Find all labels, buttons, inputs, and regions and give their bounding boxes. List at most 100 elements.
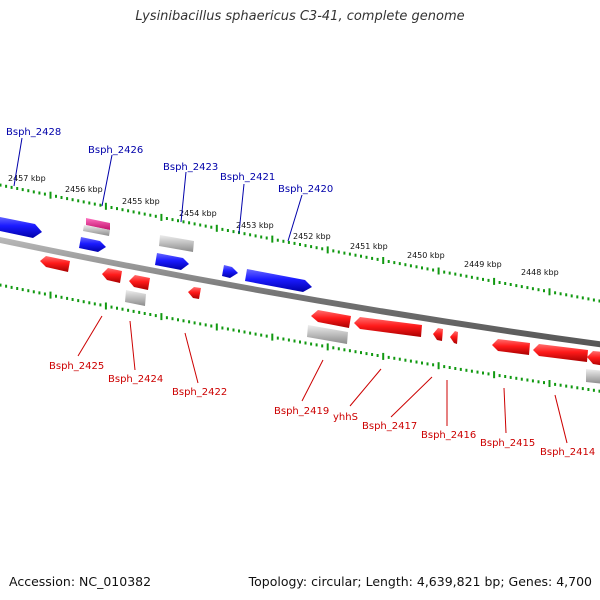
ruler-minor-tick [304,341,307,345]
gene-bsph-2423[interactable] [155,253,189,270]
ruler-minor-tick [132,210,135,214]
leader-line [129,320,136,371]
ruler-major-tick [548,380,551,387]
kbp-label: 2452 kbp [293,232,331,241]
label-bsph-2419[interactable]: Bsph_2419 [274,406,329,417]
kbp-label: 2448 kbp [521,268,559,277]
ruler-minor-tick [576,295,579,299]
ruler-minor-tick [415,360,418,364]
ruler-minor-tick [254,234,257,238]
gene-bsph-2424[interactable] [102,268,122,283]
leader-line [77,315,103,357]
ruler-minor-tick [343,348,346,352]
ruler-minor-tick [121,208,124,212]
gene-bsph-2426[interactable] [79,237,106,252]
ruler-minor-tick [188,221,191,225]
ruler-minor-tick [254,332,257,336]
ruler-minor-tick [16,187,19,190]
ruler-minor-tick [415,265,418,269]
ruler-minor-tick [348,349,351,353]
ruler-minor-tick [243,330,246,334]
ruler-minor-tick [55,294,57,298]
label-bsph-2424[interactable]: Bsph_2424 [108,374,163,385]
ruler-major-tick [160,313,163,321]
label-bsph-2416[interactable]: Bsph_2416 [421,430,476,441]
ruler-minor-tick [554,291,557,295]
gene-bsph-2414[interactable] [533,344,588,362]
ruler-minor-tick [10,285,13,289]
pseudogene-feature[interactable] [159,235,194,252]
label-bsph-2417[interactable]: Bsph_2417 [362,421,417,432]
leader-line [180,171,187,223]
gene-bsph-2417[interactable] [433,328,443,341]
label-bsph-2421[interactable]: Bsph_2421 [220,172,275,183]
label-bsph-2420[interactable]: Bsph_2420 [278,184,333,195]
ruler-minor-tick [265,236,268,240]
gene-bsph-2415[interactable] [492,339,530,355]
ruler-major-tick [493,371,496,379]
gene-bsph-2424b[interactable] [129,275,150,290]
gene-bsph-2420[interactable] [245,269,312,292]
ruler-minor-tick [526,286,529,290]
ruler-minor-tick [82,200,85,204]
ruler-minor-tick [371,256,374,260]
ruler-minor-tick [498,374,501,378]
ruler-major-tick [548,288,551,296]
gene-yhhs[interactable] [354,317,422,337]
ruler-minor-tick [354,253,357,257]
ruler-minor-tick [243,232,246,236]
ruler-minor-tick [93,302,96,306]
ruler-minor-tick [99,203,102,207]
ruler-minor-tick [88,301,91,305]
gene-bsph-2419[interactable] [311,310,351,328]
label-bsph-2428[interactable]: Bsph_2428 [6,127,61,138]
label-bsph-2423[interactable]: Bsph_2423 [163,162,218,173]
ruler-minor-tick [60,196,63,199]
ruler-minor-tick [171,317,174,321]
pseudogene-feature[interactable] [83,225,110,236]
ruler-minor-tick [459,367,462,371]
gene-bsph-2425[interactable] [40,256,70,272]
label-yhhs[interactable]: yhhS [333,412,358,423]
ruler-minor-tick [293,241,296,245]
ruler-minor-tick [393,356,396,360]
leader-line [13,137,23,187]
gene-bsph-2428[interactable] [0,216,42,238]
ruler-minor-tick [188,320,191,324]
ruler-minor-tick [282,337,285,341]
kbp-label: 2456 kbp [65,185,103,194]
label-bsph-2422[interactable]: Bsph_2422 [172,387,227,398]
ruler-minor-tick [443,365,446,369]
ruler-minor-tick [570,385,573,389]
pseudogene-feature[interactable] [586,369,600,384]
gene-bsph-2422[interactable] [188,287,201,299]
pseudogene-feature[interactable] [307,325,348,344]
ruler-major-tick [437,267,440,275]
gene-edge-reverse[interactable] [587,351,600,366]
ruler-minor-tick [581,296,584,300]
forward-strand-genes [0,216,312,292]
pseudogene-feature[interactable] [125,290,146,306]
gene-bsph-2421[interactable] [222,265,238,278]
kbp-label: 2450 kbp [407,251,445,260]
ruler-minor-tick [470,275,473,279]
ruler-minor-tick [38,191,41,195]
ruler-minor-tick [38,291,41,295]
label-bsph-2425[interactable]: Bsph_2425 [49,361,104,372]
rna-feature[interactable] [86,218,110,230]
label-bsph-2426[interactable]: Bsph_2426 [88,145,143,156]
ruler-minor-tick [559,292,562,296]
ruler-major-tick [271,333,274,341]
ruler-minor-tick [27,289,30,293]
ruler-minor-tick [332,346,335,350]
label-bsph-2414[interactable]: Bsph_2414 [540,447,595,458]
ruler-minor-tick [5,284,8,288]
ruler-minor-tick [487,278,490,282]
ruler-minor-tick [127,308,130,312]
ruler-minor-tick [348,252,351,256]
ruler-minor-tick [365,352,368,356]
label-bsph-2415[interactable]: Bsph_2415 [480,438,535,449]
ruler-minor-tick [592,388,595,392]
gene-bsph-2416[interactable] [450,331,458,344]
